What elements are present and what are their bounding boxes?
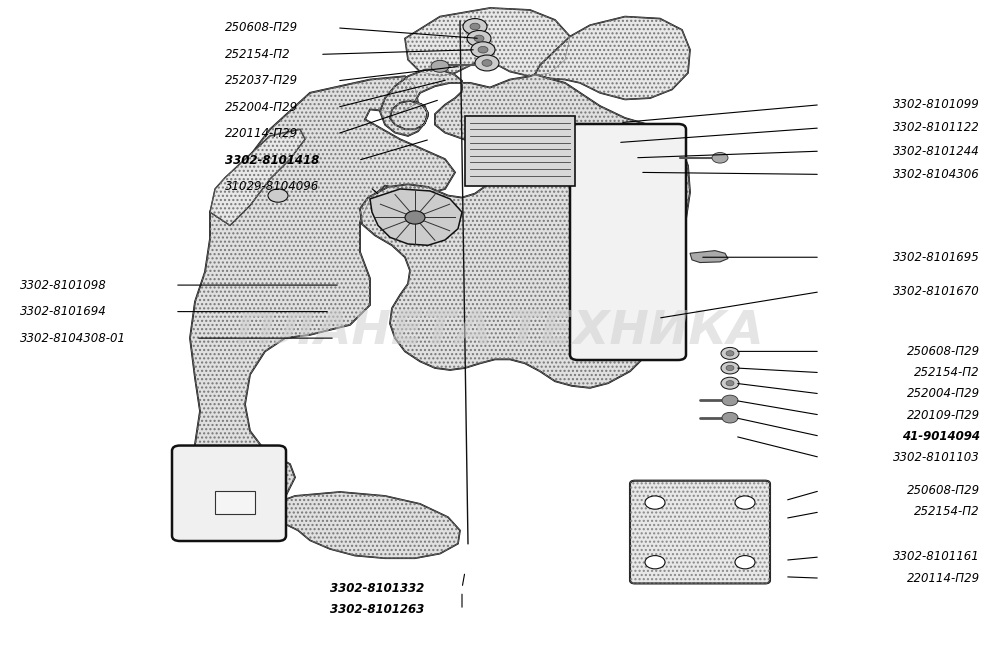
Circle shape <box>470 23 480 30</box>
Circle shape <box>471 42 495 58</box>
Circle shape <box>712 152 728 163</box>
Circle shape <box>463 19 487 34</box>
Polygon shape <box>360 70 690 388</box>
Circle shape <box>475 55 499 71</box>
Circle shape <box>474 35 484 42</box>
Circle shape <box>431 60 449 72</box>
Polygon shape <box>535 17 690 99</box>
Text: 3302-8101694: 3302-8101694 <box>20 305 107 318</box>
Text: 3302-8104308-01: 3302-8104308-01 <box>20 332 126 345</box>
Text: 220109-П29: 220109-П29 <box>907 408 980 422</box>
Circle shape <box>478 46 488 53</box>
Polygon shape <box>270 492 460 558</box>
Text: 3302-8101332: 3302-8101332 <box>330 581 424 595</box>
Text: 3302-8101670: 3302-8101670 <box>893 285 980 298</box>
Circle shape <box>735 556 755 569</box>
Text: 3302-8101098: 3302-8101098 <box>20 278 107 292</box>
Text: 41-9014094: 41-9014094 <box>902 430 980 443</box>
Text: 3302-8101122: 3302-8101122 <box>893 121 980 135</box>
Text: 3302-8101161: 3302-8101161 <box>893 550 980 564</box>
Circle shape <box>735 496 755 509</box>
Text: 3302-8104306: 3302-8104306 <box>893 168 980 181</box>
Circle shape <box>722 395 738 406</box>
Text: 3302-8101695: 3302-8101695 <box>893 251 980 264</box>
Text: 31029-8104096: 31029-8104096 <box>225 180 319 194</box>
Polygon shape <box>405 8 570 76</box>
Text: 220114-П29: 220114-П29 <box>907 572 980 585</box>
FancyBboxPatch shape <box>465 116 575 186</box>
FancyBboxPatch shape <box>195 474 277 522</box>
Circle shape <box>722 412 738 423</box>
Circle shape <box>721 377 739 389</box>
Text: 250608-П29: 250608-П29 <box>225 21 298 34</box>
Text: 252037-П29: 252037-П29 <box>225 74 298 88</box>
Circle shape <box>721 347 739 359</box>
Text: 250608-П29: 250608-П29 <box>907 345 980 358</box>
Text: 252154-П2: 252154-П2 <box>225 48 291 61</box>
Text: 252004-П29: 252004-П29 <box>225 101 298 114</box>
Circle shape <box>726 365 734 371</box>
FancyBboxPatch shape <box>215 491 255 514</box>
Text: 3302-8101103: 3302-8101103 <box>893 451 980 464</box>
Polygon shape <box>690 251 728 263</box>
Circle shape <box>726 381 734 386</box>
Text: 252154-П2: 252154-П2 <box>914 505 980 518</box>
Circle shape <box>268 189 288 202</box>
Text: 3302-8101418: 3302-8101418 <box>225 154 319 167</box>
Circle shape <box>721 362 739 374</box>
Text: 252004-П29: 252004-П29 <box>907 387 980 400</box>
Text: ПЛАНЕТА ТЕХНИКА: ПЛАНЕТА ТЕХНИКА <box>236 309 764 354</box>
FancyBboxPatch shape <box>630 481 770 583</box>
Circle shape <box>467 30 491 46</box>
Text: 3302-8101244: 3302-8101244 <box>893 145 980 158</box>
Text: 3302-8101099: 3302-8101099 <box>893 98 980 111</box>
Text: 252154-П2: 252154-П2 <box>914 366 980 379</box>
Polygon shape <box>370 189 462 245</box>
Text: 3302-8101263: 3302-8101263 <box>330 603 424 617</box>
Circle shape <box>482 60 492 66</box>
Polygon shape <box>185 76 455 514</box>
Circle shape <box>405 211 425 224</box>
FancyBboxPatch shape <box>172 446 286 541</box>
Polygon shape <box>210 129 305 225</box>
Circle shape <box>645 556 665 569</box>
Text: 250608-П29: 250608-П29 <box>907 484 980 497</box>
Circle shape <box>645 496 665 509</box>
FancyBboxPatch shape <box>570 124 686 360</box>
Text: 220114-П29: 220114-П29 <box>225 127 298 141</box>
Circle shape <box>726 351 734 356</box>
